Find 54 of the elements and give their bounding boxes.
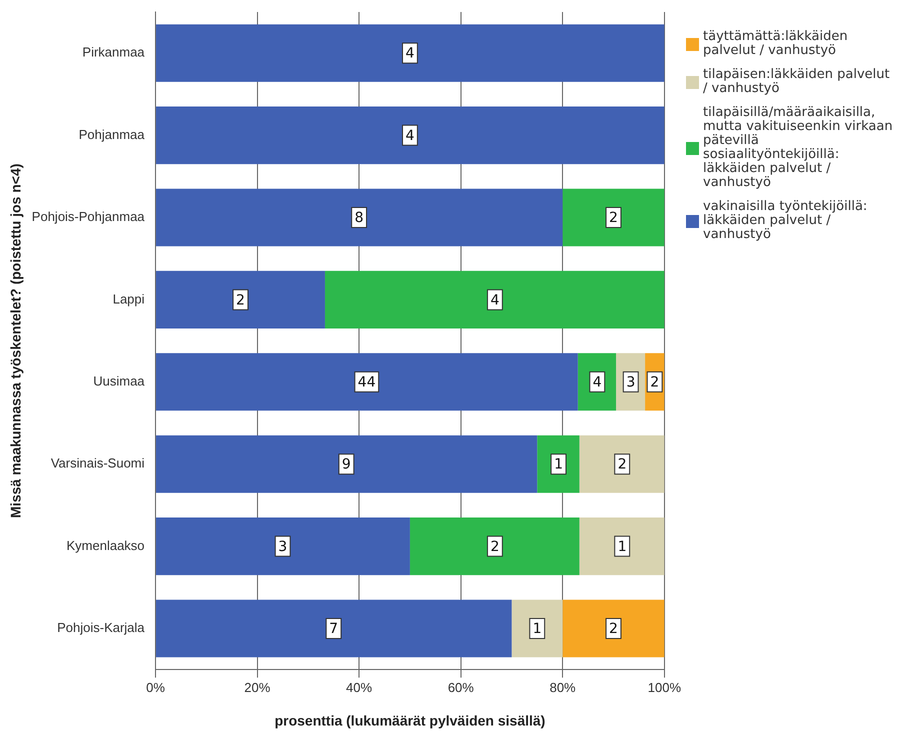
- bar: [579, 435, 664, 493]
- bar: [156, 435, 538, 493]
- legend-label: täyttämättä:läkkäiden palvelut / vanhustyö: [703, 29, 849, 58]
- x-tick-label: 80%: [550, 680, 576, 695]
- annotation: 2: [609, 210, 618, 226]
- legend-label: vakinaisilla työntekijöillä: läkkäiden palvelut / vanhustyö: [703, 199, 868, 242]
- y-axis-title: Missä maakunnassa työskentelet? (poistettu jos n<4): [7, 164, 24, 518]
- y-tick-label: Lappi: [112, 291, 145, 306]
- annotation: 1: [532, 621, 542, 638]
- x-tick-label: 100%: [648, 680, 682, 695]
- bar: [512, 600, 563, 658]
- bar: [579, 518, 664, 576]
- annotation: 9: [342, 456, 351, 473]
- bar: [156, 353, 578, 411]
- annotation: 1: [618, 538, 627, 555]
- annotation: 4: [592, 374, 602, 391]
- annotation: 2: [609, 621, 618, 638]
- annotation: 4: [405, 46, 414, 62]
- bar: [562, 600, 664, 658]
- annotation: 44: [358, 374, 376, 391]
- bar: [156, 106, 664, 164]
- bar: [156, 518, 410, 576]
- y-tick-label: Pohjois-Pohjanmaa: [32, 209, 146, 224]
- legend-label: tilapäisen:läkkäiden palvelut / vanhustyö: [703, 67, 891, 96]
- annotation: 2: [618, 456, 627, 473]
- y-tick-label: Pohjois-Karjala: [57, 620, 146, 636]
- annotation: 3: [278, 538, 288, 555]
- legend-label: tilapäisillä/määräaikaisilla, mutta vakituiseenkin virkaan pätevillä sosiaalityöntekijöillä: läkkäiden palvelut / vanhustyö: [703, 105, 894, 190]
- bar: [156, 24, 664, 82]
- annotation: 4: [490, 292, 500, 308]
- x-tick-label: 40%: [346, 680, 373, 695]
- y-tick-label: Varsinais-Suomi: [50, 456, 145, 471]
- x-tick-label: 20%: [244, 680, 271, 695]
- annotation: 2: [490, 538, 500, 555]
- annotation: 1: [554, 456, 563, 473]
- bar: [156, 270, 325, 328]
- bar: [324, 270, 664, 328]
- bar: [156, 600, 512, 658]
- x-axis-title: prosenttia (lukumäärät pylväiden sisällä): [274, 712, 546, 728]
- annotation: 7: [329, 621, 338, 638]
- y-tick-label: Uusimaa: [93, 373, 146, 388]
- x-tick-label: 60%: [448, 680, 474, 695]
- annotation: 8: [354, 210, 364, 226]
- y-tick-label: Pirkanmaa: [82, 44, 146, 60]
- bar: [410, 518, 580, 576]
- y-tick-label: Pohjanmaa: [78, 126, 146, 142]
- annotation: 2: [236, 292, 245, 308]
- bar: [562, 188, 664, 246]
- bar: [156, 188, 563, 246]
- annotation: 3: [626, 374, 636, 391]
- x-tick-label: 0%: [146, 680, 166, 695]
- annotation: 2: [650, 374, 660, 391]
- y-tick-label: Kymenlaakso: [66, 538, 145, 553]
- annotation: 4: [405, 128, 414, 144]
